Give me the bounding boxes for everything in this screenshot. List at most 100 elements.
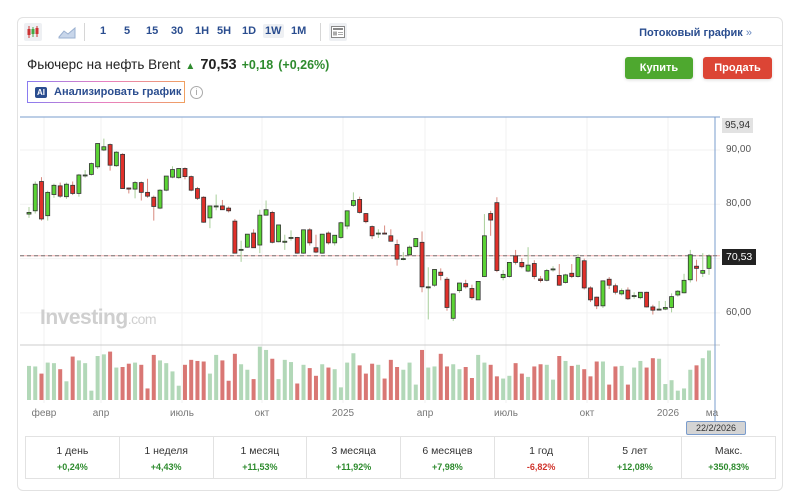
layout-icon[interactable]	[329, 23, 347, 41]
volume-bar	[588, 376, 593, 400]
buy-button[interactable]: Купить	[625, 57, 693, 79]
candle-body	[531, 263, 537, 277]
candle-body	[494, 202, 500, 271]
performance-cell[interactable]: Макс. +350,83%	[682, 437, 775, 478]
x-tick-label: окт	[254, 408, 270, 419]
volume-bar	[320, 364, 325, 400]
interval-1d[interactable]: 1D	[242, 25, 257, 37]
candle-body	[95, 143, 101, 168]
performance-cell[interactable]: 1 день +0,24%	[26, 437, 120, 478]
volume-bar	[650, 358, 655, 400]
candle-body	[238, 248, 244, 251]
performance-cell[interactable]: 1 неделя +4,43%	[120, 437, 214, 478]
performance-cell[interactable]: 6 месяцев +7,98%	[401, 437, 495, 478]
volume-bar	[289, 362, 294, 400]
volume-bar	[39, 373, 44, 400]
candle-body	[88, 163, 94, 175]
interval-1w[interactable]: 1W	[263, 24, 284, 38]
candle-body	[407, 246, 412, 256]
interval-5[interactable]: 5	[124, 25, 131, 37]
volume-bar	[145, 388, 150, 400]
performance-cell[interactable]: 3 месяца +11,92%	[307, 437, 401, 478]
volume-bar	[239, 364, 244, 400]
candle-body	[631, 295, 637, 298]
candle-body	[32, 183, 38, 212]
x-tick-label: 2025	[331, 408, 355, 419]
volume-bar	[494, 376, 499, 400]
volume-bar	[101, 354, 106, 400]
ai-icon: AI	[35, 86, 47, 98]
candle-body	[363, 213, 369, 223]
volume-bar	[158, 360, 163, 400]
volume-bar	[700, 358, 705, 400]
candle-body	[357, 199, 363, 213]
candle-body	[344, 210, 350, 227]
candle-body	[613, 285, 618, 293]
volume-bar	[108, 351, 113, 400]
candle-body	[288, 237, 294, 239]
volume-bar	[357, 365, 362, 400]
volume-bar	[170, 371, 175, 400]
volume-bar	[326, 367, 331, 400]
candle-body	[394, 244, 400, 260]
volume-bar	[600, 361, 605, 400]
volume-bar	[376, 364, 381, 400]
chart-toolbar: 1 5 15 30 1H 5H 1D 1W 1M	[18, 18, 782, 46]
candle-body	[257, 214, 263, 246]
candle-body	[619, 290, 625, 295]
volume-bar	[438, 353, 443, 400]
divider	[84, 23, 85, 41]
period-label: 6 месяцев	[422, 445, 473, 457]
candle-body	[644, 291, 650, 308]
volume-bar	[426, 367, 431, 400]
performance-cell[interactable]: 5 лет +12,08%	[589, 437, 683, 478]
volume-bar	[551, 379, 556, 400]
x-tick-label: февр	[31, 408, 57, 419]
volume-bar	[45, 362, 50, 400]
candle-body	[706, 255, 712, 269]
info-icon[interactable]: i	[190, 86, 203, 99]
interval-1m[interactable]: 1M	[291, 25, 307, 37]
performance-cell[interactable]: 1 год -6,82%	[495, 437, 589, 478]
interval-1[interactable]: 1	[100, 25, 107, 37]
period-label: 5 лет	[622, 445, 648, 457]
volume-bar	[51, 363, 56, 400]
candle-body	[488, 213, 494, 221]
volume-bar	[675, 390, 680, 400]
performance-cell[interactable]: 1 месяц +11,53%	[214, 437, 308, 478]
candle-body	[107, 144, 113, 166]
candle-body	[39, 181, 44, 220]
period-change: +12,08%	[616, 462, 653, 472]
volume-bar	[295, 383, 300, 400]
volume-bar	[457, 369, 462, 400]
sell-button[interactable]: Продать	[703, 57, 772, 79]
candle-body	[519, 262, 525, 268]
area-chart-icon[interactable]	[58, 25, 76, 44]
volume-bar	[226, 380, 231, 400]
volume-bar	[388, 359, 393, 400]
volume-bar	[532, 366, 537, 400]
candle-body	[319, 233, 325, 254]
volume-bar	[201, 361, 206, 400]
volume-bar	[688, 369, 693, 400]
candle-body	[263, 209, 269, 216]
interval-30[interactable]: 30	[171, 25, 184, 37]
interval-1h[interactable]: 1H	[195, 25, 210, 37]
candlestick-chart-icon[interactable]	[24, 23, 42, 41]
volume-bar	[114, 367, 119, 400]
interval-15[interactable]: 15	[146, 25, 159, 37]
volume-bar	[451, 364, 456, 400]
volume-bar	[657, 358, 662, 400]
candle-body	[382, 232, 387, 235]
volume-bar	[126, 363, 131, 400]
x-tick-label: окт	[579, 408, 595, 419]
volume-bar	[663, 384, 668, 400]
candle-body	[475, 281, 481, 301]
analyze-chart-button[interactable]: AI Анализировать график	[27, 81, 185, 103]
streaming-chart-link[interactable]: Потоковый график »	[639, 27, 752, 39]
candle-body	[637, 291, 643, 299]
interval-5h[interactable]: 5H	[217, 25, 232, 37]
volume-bar	[619, 365, 624, 400]
x-tick-label: 2026	[656, 408, 680, 419]
